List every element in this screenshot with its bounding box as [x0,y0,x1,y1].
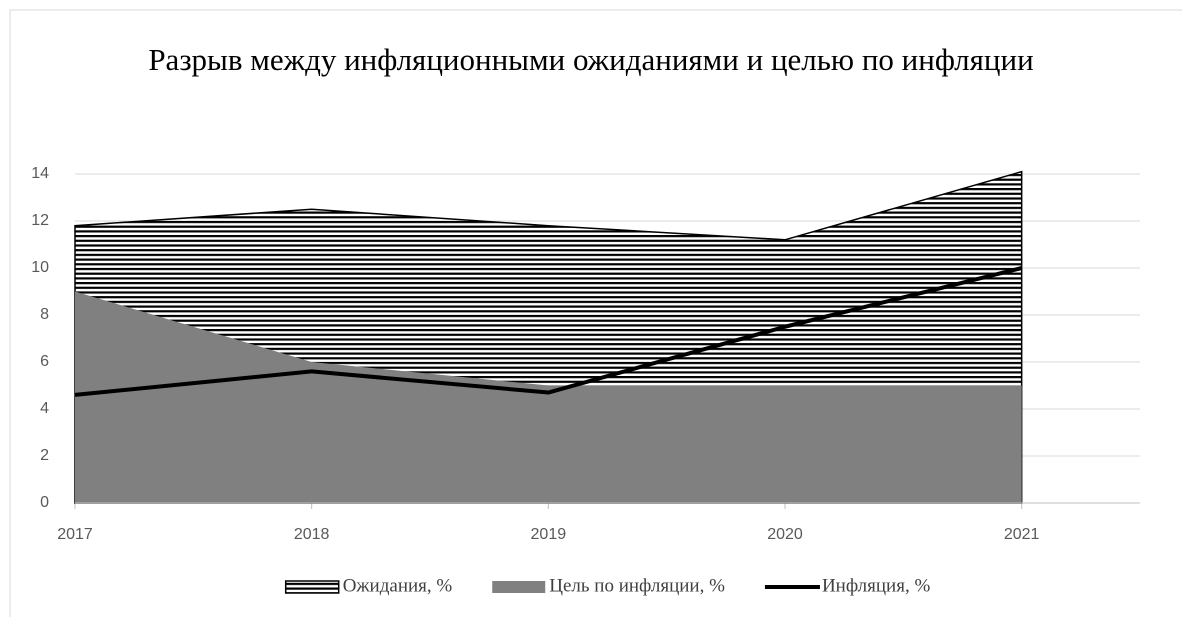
area [75,291,1022,503]
x-tick-label: 2017 [57,526,93,543]
chart-title: Разрыв между инфляционными ожиданиями и … [148,42,1034,77]
line [74,266,1023,397]
x-tick-label: 2021 [1004,526,1040,543]
legend: Ожидания, % Цель по инфляции, % Инфляция, … [284,575,931,596]
y-tick-label: 6 [40,353,49,370]
y-tick-label: 0 [40,494,49,511]
legend-item: Ожидания, % [284,575,453,596]
legend-label: Ожидания, % [343,575,453,596]
legend-label: Цель по инфляции, % [549,575,725,596]
y-tick-label: 12 [31,212,49,229]
x-tick-label: 2020 [767,526,803,543]
legend-swatch [284,580,340,594]
y-tick-label: 4 [40,400,49,417]
y-tick-label: 2 [40,447,49,464]
y-tick-label: 14 [31,165,49,182]
x-tick-label: 2019 [531,526,567,543]
chart-frame [9,9,1182,617]
y-tick-label: 10 [31,259,49,276]
legend-swatch [492,581,546,593]
legend-item: Цель по инфляции, % [492,575,725,596]
y-tick-label: 8 [40,306,49,323]
x-tick-label: 2018 [294,526,330,543]
legend-label: Инфляция, % [822,575,931,596]
legend-item: Инфляция, % [764,575,931,596]
